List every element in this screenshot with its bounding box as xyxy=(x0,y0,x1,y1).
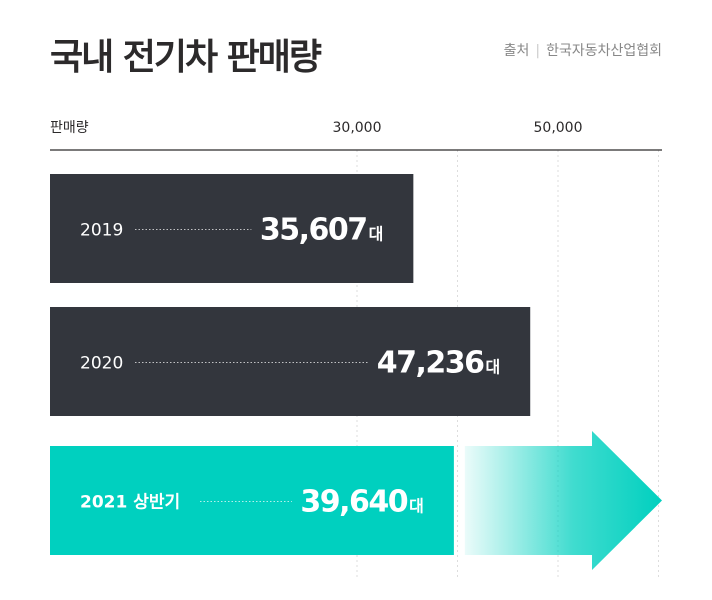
tick-labels: 30,000 50,000 xyxy=(333,120,583,136)
value-number: 35,607 xyxy=(260,213,367,248)
source-name: 한국자동차산업협회 xyxy=(546,43,662,59)
value-number: 47,236 xyxy=(377,346,484,381)
category-label: 2019 xyxy=(80,221,123,241)
category-label: 2021 상반기 xyxy=(80,493,180,513)
axis-title: 판매량 xyxy=(50,120,89,136)
tick-label: 30,000 xyxy=(333,120,382,136)
page-title: 국내 전기차 판매량 xyxy=(50,37,322,78)
value-number: 39,640 xyxy=(300,485,407,520)
source-credit: 출처 | 한국자동차산업협회 xyxy=(504,40,662,60)
bar-3 xyxy=(50,446,454,555)
value-unit: 대 xyxy=(409,497,424,516)
data-label: 47,236 대 xyxy=(377,346,501,381)
tick-label: 50,000 xyxy=(534,120,583,136)
value-unit: 대 xyxy=(369,225,384,244)
growth-arrow xyxy=(464,431,662,570)
bar-2 xyxy=(50,307,531,416)
source-label: 출처 xyxy=(503,43,530,59)
data-label: 39,640 대 xyxy=(300,485,424,520)
source-separator: | xyxy=(535,43,541,59)
data-label: 35,607 대 xyxy=(260,213,384,248)
bar-1 xyxy=(50,174,414,283)
category-label: 2020 xyxy=(80,354,123,374)
value-unit: 대 xyxy=(485,358,500,377)
